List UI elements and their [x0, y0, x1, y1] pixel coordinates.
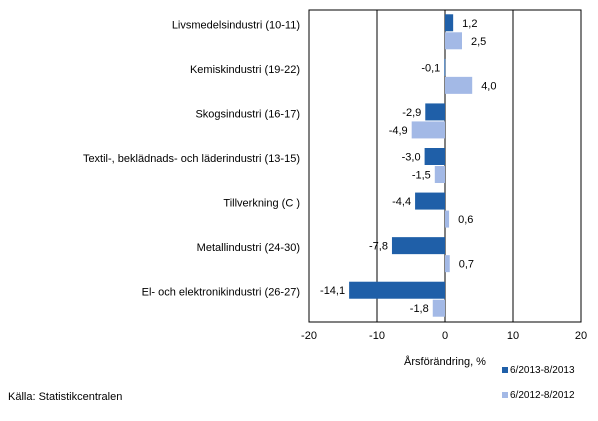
bar-series-2013 — [445, 14, 454, 32]
bar-series-2012 — [445, 76, 473, 94]
x-tick-label: 20 — [575, 330, 587, 342]
source-note: Källa: Statistikcentralen — [8, 391, 122, 403]
x-tick-label: 10 — [507, 330, 519, 342]
data-label: -1,5 — [412, 170, 431, 182]
data-label: 1,2 — [462, 18, 477, 30]
bar-series-2012 — [445, 255, 450, 273]
data-label: 4,0 — [481, 80, 496, 92]
data-label: -4,4 — [392, 196, 411, 208]
x-axis-ticks: -20 -10 0 10 20 — [301, 330, 587, 342]
bars — [349, 14, 473, 317]
data-label: -14,1 — [320, 285, 345, 297]
bar-series-2012 — [434, 166, 445, 183]
category-labels: Livsmedelsindustri (10-11) Kemiskindustri… — [83, 19, 300, 298]
x-tick-label: -10 — [369, 330, 385, 342]
bar-series-2012 — [411, 121, 445, 139]
category-label: Tillverkning (C ) — [223, 198, 300, 210]
bar-series-2012 — [445, 32, 462, 50]
category-label: Textil-, beklädnads- och läderindustri (… — [83, 153, 300, 165]
legend-label: 6/2013-8/2013 — [510, 365, 575, 376]
legend-label: 6/2012-8/2012 — [510, 390, 575, 401]
bar-series-2013 — [444, 58, 446, 76]
bar-series-2013 — [424, 148, 445, 165]
data-label: -7,8 — [369, 241, 388, 253]
x-tick-label: 0 — [442, 330, 448, 342]
x-tick-label: -20 — [301, 330, 317, 342]
category-label: Metallindustri (24-30) — [197, 242, 300, 254]
legend-swatch — [502, 392, 508, 398]
bar-series-2013 — [391, 237, 445, 255]
data-label: -0,1 — [421, 62, 440, 74]
data-label: -2,9 — [402, 107, 421, 119]
data-label: 0,7 — [459, 259, 474, 271]
bar-series-2013 — [425, 103, 445, 121]
data-label: 0,6 — [458, 214, 473, 226]
data-label: -1,8 — [410, 303, 429, 315]
legend-swatch — [502, 367, 508, 373]
bar-series-2012 — [445, 210, 450, 228]
bar-series-2013 — [349, 281, 445, 299]
data-label: -4,9 — [389, 125, 408, 137]
category-label: El- och elektronikindustri (26-27) — [142, 287, 300, 299]
x-axis-title: Årsförändring, % — [404, 355, 486, 368]
category-label: Livsmedelsindustri (10-11) — [172, 19, 300, 31]
data-label: 2,5 — [471, 36, 486, 48]
category-label: Kemiskindustri (19-22) — [190, 64, 300, 76]
legend: 6/2013-8/2013 6/2012-8/2012 — [502, 365, 575, 401]
category-label: Skogsindustri (16-17) — [195, 108, 300, 120]
data-label: -3,0 — [402, 152, 421, 164]
bar-series-2013 — [415, 192, 445, 210]
data-labels: 1,2 -0,1 -2,9 -3,0 -4,4 -7,8 -14,1 2,5 4,0 -4,9 -1… — [320, 18, 496, 315]
bar-series-2012 — [432, 299, 445, 317]
